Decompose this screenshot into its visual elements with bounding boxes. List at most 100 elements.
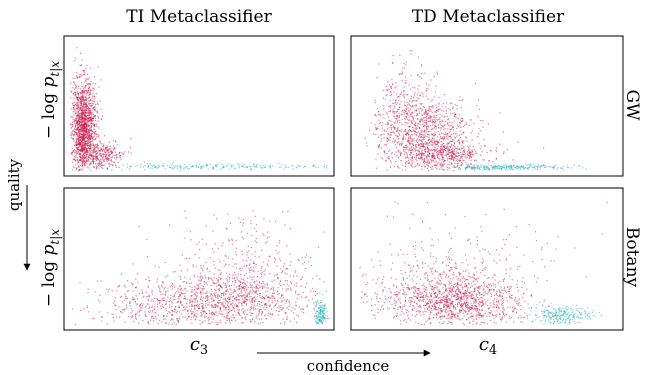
scatter-point: [190, 319, 192, 321]
scatter-point: [286, 280, 288, 282]
scatter-point: [399, 134, 401, 136]
scatter-point: [394, 139, 396, 142]
scatter-point: [585, 168, 587, 170]
scatter-point: [102, 146, 104, 148]
scatter-point: [80, 104, 82, 107]
scatter-point: [76, 110, 78, 112]
scatter-point: [81, 91, 83, 93]
scatter-point: [78, 136, 80, 138]
scatter-point: [327, 318, 329, 320]
scatter-point: [451, 152, 453, 154]
scatter-point: [374, 124, 376, 126]
scatter-point: [252, 307, 254, 309]
scatter-point: [471, 149, 473, 152]
scatter-point: [147, 286, 149, 288]
scatter-point: [323, 281, 325, 283]
scatter-point: [455, 132, 457, 135]
scatter-point: [139, 309, 141, 311]
scatter-point: [83, 138, 85, 141]
scatter-point: [113, 320, 115, 322]
scatter-point: [444, 137, 446, 139]
scatter-point: [519, 168, 521, 170]
scatter-point: [222, 302, 224, 304]
scatter-point: [301, 276, 304, 278]
scatter-point: [458, 154, 460, 157]
scatter-point: [80, 93, 82, 95]
scatter-point: [82, 149, 84, 152]
scatter-point: [174, 298, 176, 300]
scatter-point: [210, 316, 212, 319]
scatter-point: [407, 131, 409, 133]
scatter-point: [75, 112, 77, 115]
scatter-point: [130, 311, 132, 314]
scatter-point: [437, 110, 439, 112]
scatter-point: [442, 133, 444, 135]
scatter-point: [464, 156, 466, 158]
scatter-point: [434, 156, 436, 159]
scatter-point: [315, 166, 317, 168]
scatter-point: [105, 149, 107, 151]
scatter-point: [138, 322, 140, 324]
scatter-point: [245, 295, 247, 297]
scatter-point: [404, 169, 407, 171]
scatter-point: [190, 300, 192, 302]
scatter-point: [173, 294, 175, 296]
scatter-point: [409, 100, 411, 102]
scatter-point: [387, 124, 389, 126]
scatter-point: [276, 273, 279, 275]
scatter-point: [103, 160, 105, 162]
scatter-point: [219, 307, 221, 309]
scatter-point: [75, 91, 77, 93]
scatter-point: [224, 297, 226, 299]
scatter-point: [393, 141, 395, 143]
scatter-point: [443, 165, 445, 167]
scatter-point: [93, 158, 95, 160]
scatter-point: [261, 314, 263, 316]
scatter-point: [454, 142, 456, 145]
scatter-point: [243, 287, 245, 289]
scatter-point: [249, 291, 251, 293]
scatter-point: [245, 304, 247, 306]
scatter-point: [435, 144, 437, 146]
scatter-point: [213, 292, 215, 294]
quality-label: quality: [5, 158, 23, 211]
scatter-point: [266, 263, 269, 265]
scatter-point: [82, 146, 84, 148]
scatter-point: [92, 152, 94, 154]
scatter-point: [434, 140, 436, 142]
scatter-point: [404, 111, 406, 113]
scatter-point: [179, 295, 181, 297]
scatter-point: [108, 148, 110, 150]
scatter-point: [269, 164, 271, 166]
scatter-point: [85, 116, 87, 118]
scatter-point: [270, 167, 272, 169]
scatter-point: [256, 296, 258, 298]
scatter-point: [434, 134, 436, 136]
scatter-point: [188, 305, 190, 307]
scatter-point: [236, 299, 238, 301]
scatter-point: [450, 102, 452, 104]
scatter-point: [539, 169, 541, 171]
scatter-point: [81, 131, 83, 133]
scatter-point: [183, 168, 185, 171]
scatter-point: [80, 97, 82, 99]
scatter-point: [526, 164, 528, 167]
scatter-point: [80, 82, 82, 84]
scatter-point: [454, 136, 456, 138]
scatter-point: [260, 272, 262, 274]
scatter-point: [463, 140, 465, 142]
scatter-point: [72, 116, 74, 118]
scatter-point: [278, 283, 280, 285]
scatter-point: [93, 163, 95, 165]
scatter-point: [469, 151, 471, 153]
scatter-point: [401, 141, 403, 143]
scatter-point: [79, 101, 81, 103]
scatter-point: [378, 147, 380, 149]
scatter-point: [83, 125, 85, 127]
scatter-point: [455, 147, 457, 149]
scatter-point: [97, 144, 99, 147]
scatter-point: [82, 125, 84, 127]
scatter-point: [212, 294, 214, 296]
scatter-point: [161, 321, 163, 323]
scatter-point: [281, 288, 284, 290]
